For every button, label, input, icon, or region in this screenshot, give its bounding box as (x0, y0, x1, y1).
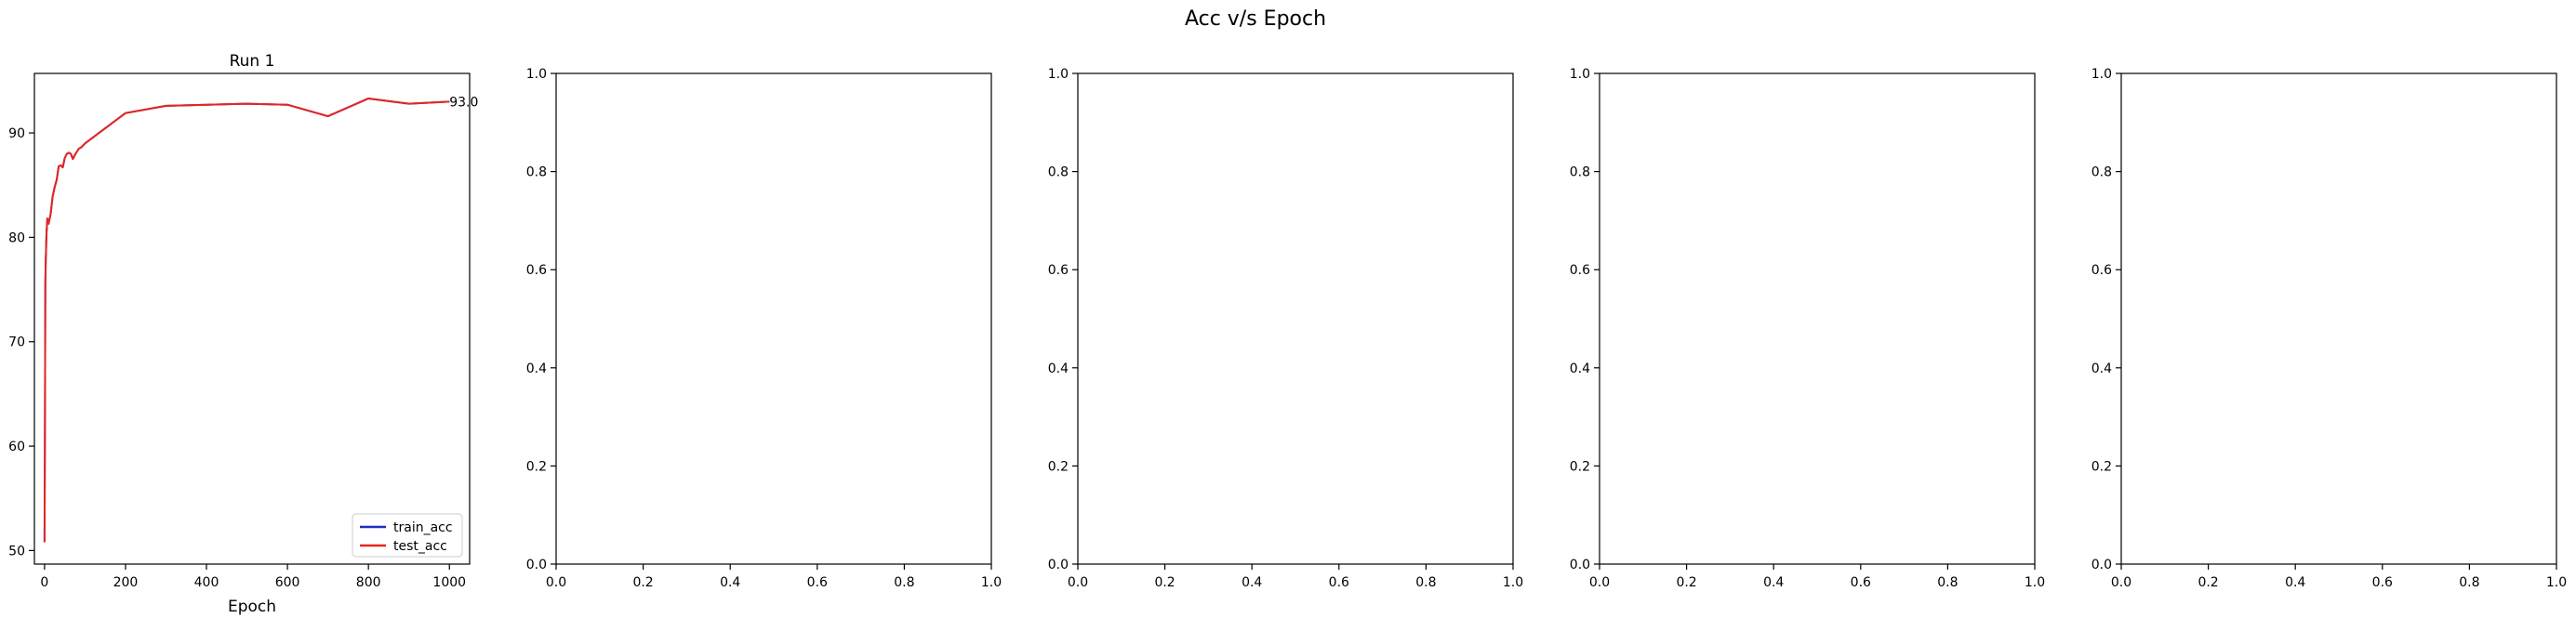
axes-frame (555, 72, 992, 565)
legend-entry: test_acc (393, 539, 447, 554)
y-tick-label: 0.6 (526, 263, 547, 278)
x-tick-label: 0.2 (2198, 575, 2218, 590)
y-tick-label: 0.8 (1570, 165, 1590, 180)
x-tick-label: 0.2 (632, 575, 653, 590)
x-tick-label: 0.6 (2372, 575, 2393, 590)
y-tick-label: 0.6 (2091, 263, 2112, 278)
y-tick-label: 80 (8, 230, 25, 245)
y-tick-label: 0.2 (2091, 459, 2112, 474)
legend-entry: train_acc (393, 520, 453, 535)
figure-title: Acc v/s Epoch (1185, 7, 1326, 31)
y-tick-label: 0.6 (1048, 263, 1069, 278)
y-tick-label: 0.0 (1048, 558, 1069, 572)
x-tick-label: 400 (194, 575, 219, 590)
y-tick-label: 60 (8, 440, 25, 454)
subplot-5: 0.0 0.2 0.4 0.6 0.8 1.0 0.0 0.2 0.4 0.6 0.8 1.0 (2091, 67, 2567, 590)
y-tick-label: 1.0 (2091, 67, 2112, 82)
subplot-grid: 0 200 400 600 800 1000 50 60 70 80 90 93.0 Run 1 Epoc… (8, 52, 2567, 616)
x-tick-label: 0.4 (1763, 575, 1784, 590)
x-tick-label: 0.4 (2285, 575, 2305, 590)
y-tick-label: 50 (8, 544, 25, 559)
plot-area (34, 73, 470, 564)
x-tick-label: 0.6 (1851, 575, 1871, 590)
y-tick-label: 0.0 (2091, 558, 2112, 572)
x-tick-label: 1.0 (2025, 575, 2045, 590)
subplot-1: 0 200 400 600 800 1000 50 60 70 80 90 93.0 Run 1 Epoc… (8, 52, 478, 616)
x-tick-label: 200 (113, 575, 139, 590)
y-tick-label: 0.2 (1048, 459, 1069, 474)
x-tick-label: 0.0 (1589, 575, 1610, 590)
x-tick-label: 0.2 (1154, 575, 1175, 590)
axes-frame (33, 72, 471, 565)
y-tick-label: 1.0 (1048, 67, 1069, 82)
x-tick-label: 600 (275, 575, 300, 590)
y-tick-label: 0.2 (1570, 459, 1590, 474)
y-tick-label: 0.4 (1048, 362, 1069, 376)
subplot-2: 0.0 0.2 0.4 0.6 0.8 1.0 0.0 0.2 0.4 0.6 0.8 1.0 (526, 67, 1002, 590)
y-tick-label: 0.4 (526, 362, 547, 376)
x-tick-label: 1.0 (981, 575, 1002, 590)
y-tick-label: 0.8 (526, 165, 547, 180)
x-tick-label: 0.8 (1415, 575, 1436, 590)
y-tick-label: 1.0 (1570, 67, 1590, 82)
y-tick-label: 0.8 (2091, 165, 2112, 180)
x-tick-label: 0.6 (1329, 575, 1349, 590)
y-tick-label: 1.0 (526, 67, 547, 82)
x-tick-label: 0.0 (2111, 575, 2131, 590)
plot-area (1600, 73, 2035, 564)
y-tick-label: 70 (8, 335, 25, 350)
x-tick-label: 0.8 (1937, 575, 1958, 590)
x-tick-label: 0.8 (2459, 575, 2479, 590)
y-tick-label: 0.2 (526, 459, 547, 474)
y-tick-label: 90 (8, 126, 25, 141)
y-tick-label: 0.4 (2091, 362, 2112, 376)
axes-frame (1599, 72, 2036, 565)
subplot-3: 0.0 0.2 0.4 0.6 0.8 1.0 0.0 0.2 0.4 0.6 0.8 1.0 (1048, 67, 1523, 590)
legend: train_acc test_acc (352, 513, 463, 558)
y-tick-label: 0.6 (1570, 263, 1590, 278)
y-tick-label: 0.0 (526, 558, 547, 572)
subplot-title: Run 1 (230, 52, 275, 71)
x-tick-label: 1.0 (2546, 575, 2567, 590)
y-tick-label: 0.4 (1570, 362, 1590, 376)
x-tick-label: 0.0 (546, 575, 566, 590)
x-tick-label: 1000 (432, 575, 466, 590)
plot-area (556, 73, 991, 564)
x-axis-label: Epoch (228, 598, 276, 616)
y-tick-label: 0.0 (1570, 558, 1590, 572)
x-tick-label: 0.4 (1242, 575, 1262, 590)
x-tick-label: 0 (40, 575, 48, 590)
axes-frame (1077, 72, 1514, 565)
plot-area (1078, 73, 1513, 564)
x-tick-label: 800 (356, 575, 381, 590)
axes-frame (2120, 72, 2557, 565)
series-line-test_acc (43, 97, 450, 543)
last-value-annotation: 93.0 (449, 95, 478, 110)
x-tick-label: 0.4 (720, 575, 740, 590)
x-tick-label: 0.6 (807, 575, 828, 590)
y-tick-label: 0.8 (1048, 165, 1069, 180)
x-tick-label: 0.0 (1068, 575, 1088, 590)
x-tick-label: 0.8 (894, 575, 914, 590)
plot-area (2121, 73, 2556, 564)
x-tick-label: 0.2 (1676, 575, 1696, 590)
x-tick-label: 1.0 (1503, 575, 1523, 590)
subplot-4: 0.0 0.2 0.4 0.6 0.8 1.0 0.0 0.2 0.4 0.6 0.8 1.0 (1570, 67, 2045, 590)
